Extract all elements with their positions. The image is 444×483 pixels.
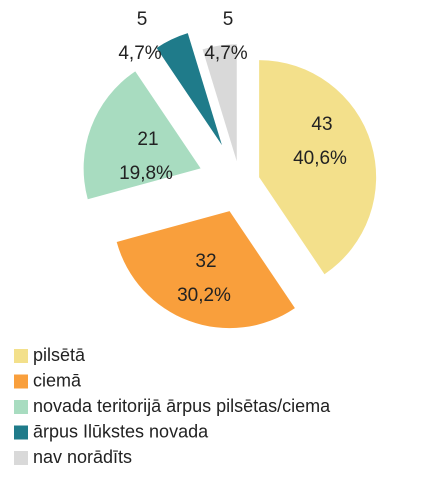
legend-swatch	[14, 374, 28, 389]
value-label: 5	[223, 9, 234, 30]
legend-swatch	[14, 451, 28, 465]
value-label: 32	[195, 251, 216, 272]
pie-slice	[83, 71, 201, 200]
value-label: 21	[137, 129, 158, 150]
value-label: 5	[137, 9, 148, 30]
legend-label: pilsētā	[33, 345, 86, 365]
percent-label: 4,7%	[204, 43, 247, 64]
value-label: 43	[311, 114, 332, 135]
percent-label: 4,7%	[118, 43, 161, 64]
legend-label: ciemā	[33, 370, 82, 390]
legend-swatch	[14, 349, 28, 363]
percent-label: 19,8%	[119, 163, 173, 184]
pie-slice	[156, 33, 222, 146]
pie-slice	[116, 211, 295, 329]
legend-swatch	[14, 425, 28, 440]
legend-label: novada teritorijā ārpus pilsētas/ciema	[33, 396, 331, 416]
percent-label: 40,6%	[293, 148, 347, 169]
pie-slice	[259, 60, 377, 275]
pie-slice	[202, 44, 237, 162]
legend-swatch	[14, 400, 28, 414]
percent-label: 30,2%	[177, 285, 231, 306]
legend-label: ārpus Ilūkstes novada	[33, 421, 209, 441]
legend-label: nav norādīts	[33, 447, 132, 467]
